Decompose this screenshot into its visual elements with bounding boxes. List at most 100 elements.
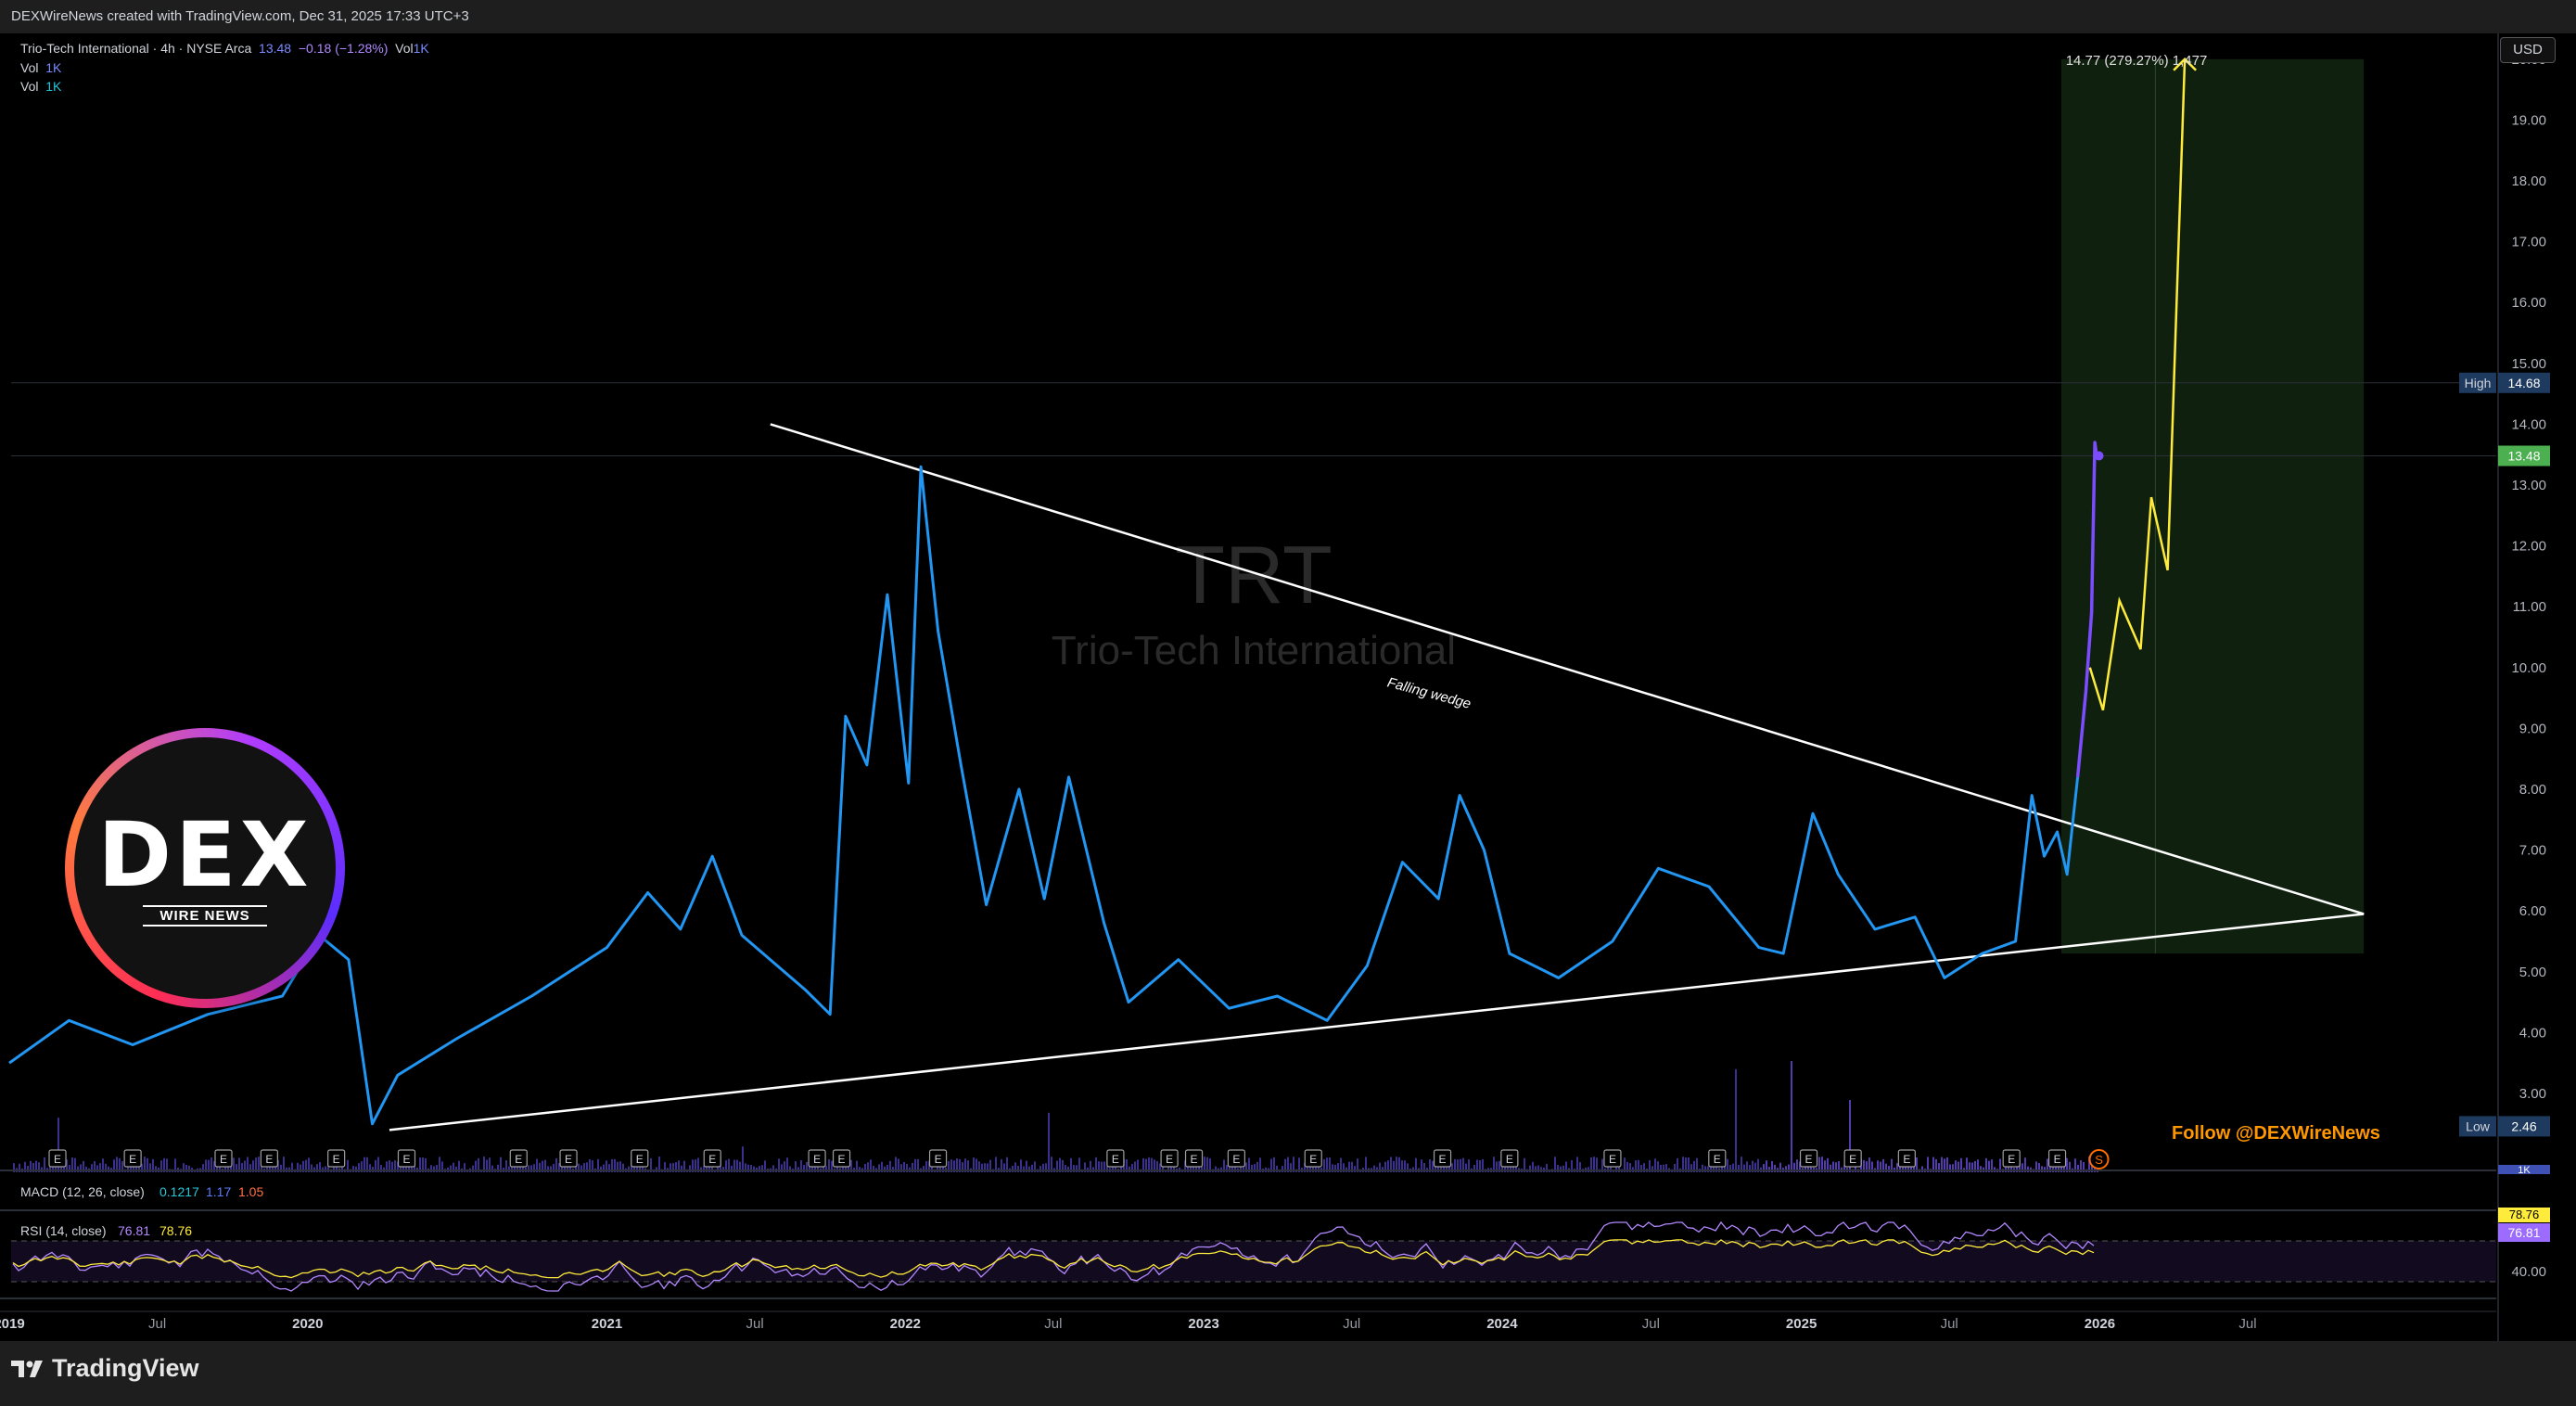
- earnings-marker[interactable]: [631, 1149, 649, 1168]
- volume-bar: [1752, 1160, 1753, 1172]
- rsi-ma-line[interactable]: [12, 1239, 2095, 1279]
- earnings-marker[interactable]: [1160, 1149, 1179, 1168]
- currency-button[interactable]: USD: [2500, 37, 2556, 63]
- projection-path[interactable]: [2088, 58, 2187, 711]
- volume-bar: [544, 1159, 546, 1172]
- earnings-marker[interactable]: [2047, 1149, 2067, 1168]
- earnings-marker[interactable]: [1843, 1149, 1862, 1168]
- earnings-marker[interactable]: [1433, 1149, 1452, 1168]
- volume-bar: [825, 1166, 827, 1172]
- falling-wedge-label: Falling wedge: [1385, 674, 1473, 711]
- volume-bar: [1896, 1163, 1898, 1172]
- earnings-marker[interactable]: [1304, 1149, 1322, 1168]
- volume-bar: [274, 1163, 276, 1172]
- volume-bar: [555, 1157, 557, 1172]
- volume-bar: [1971, 1162, 1973, 1172]
- volume-bar: [511, 1165, 513, 1172]
- earnings-marker[interactable]: [327, 1149, 346, 1168]
- earnings-marker[interactable]: [123, 1149, 142, 1168]
- volume-bar: [1866, 1161, 1868, 1172]
- volume-bar: [291, 1162, 293, 1172]
- volume-bar: [2038, 1163, 2040, 1172]
- earnings-marker[interactable]: [48, 1149, 67, 1168]
- volume-bar: [1590, 1157, 1592, 1172]
- earnings-marker[interactable]: [1603, 1149, 1622, 1168]
- price-line[interactable]: [8, 465, 2080, 1126]
- earnings-marker[interactable]: [559, 1149, 578, 1168]
- volume-bar: [2058, 1165, 2060, 1172]
- volume-bar: [1991, 1159, 1993, 1172]
- volume-bar: [1173, 1166, 1175, 1172]
- earnings-marker[interactable]: [1106, 1149, 1125, 1168]
- earnings-marker[interactable]: [1500, 1149, 1519, 1168]
- volume-bar: [1343, 1163, 1345, 1172]
- volume-bar: [753, 1166, 755, 1172]
- volume-bar: [414, 1164, 415, 1172]
- earnings-marker[interactable]: [509, 1149, 528, 1168]
- volume-bar: [500, 1157, 502, 1172]
- volume-bar: [1421, 1159, 1422, 1172]
- earnings-marker[interactable]: [260, 1149, 278, 1168]
- volume-bar: [1479, 1159, 1481, 1172]
- volume-bar: [1693, 1160, 1695, 1172]
- earnings-marker-label: E: [333, 1153, 340, 1166]
- volume-bar: [66, 1159, 68, 1172]
- tradingview-logo[interactable]: TradingView: [11, 1354, 199, 1383]
- volume-bar: [953, 1160, 955, 1172]
- volume-bar: [1048, 1112, 1050, 1172]
- wedge-upper-line[interactable]: [770, 423, 2365, 915]
- symbol-legend[interactable]: Trio-Tech International · 4h · NYSE Arca…: [20, 41, 429, 56]
- time-axis-tick: 2026: [2085, 1316, 2115, 1332]
- volume-bar: [1660, 1164, 1662, 1172]
- volume-bar: [1215, 1166, 1217, 1172]
- volume-bar: [1090, 1160, 1091, 1172]
- earnings-marker[interactable]: [808, 1149, 826, 1168]
- volume-bar: [1223, 1159, 1225, 1172]
- volume-bar: [1415, 1157, 1417, 1172]
- earnings-marker[interactable]: [397, 1149, 416, 1168]
- volume-bar: [981, 1163, 983, 1172]
- volume-bar: [1334, 1164, 1336, 1172]
- volume-bar: [1259, 1157, 1261, 1172]
- volume-bar: [1888, 1166, 1890, 1172]
- earnings-marker[interactable]: [1897, 1149, 1916, 1168]
- volume-bar: [305, 1159, 307, 1172]
- volume-bar: [736, 1159, 738, 1172]
- earnings-marker-label: E: [1609, 1153, 1616, 1166]
- volume-bar: [1944, 1158, 1945, 1172]
- earnings-marker[interactable]: [214, 1149, 233, 1168]
- volume-bar: [1827, 1157, 1829, 1172]
- volume-bar: [1960, 1157, 1962, 1172]
- volume-bar: [800, 1160, 802, 1172]
- volume-bar: [1462, 1157, 1464, 1172]
- time-axis-tick: Jul: [1941, 1316, 1958, 1332]
- earnings-marker[interactable]: [1184, 1149, 1204, 1168]
- earnings-marker[interactable]: [1799, 1149, 1818, 1168]
- earnings-marker[interactable]: [2002, 1149, 2021, 1168]
- volume-bar: [325, 1166, 326, 1172]
- price-axis-tick: 10.00: [2511, 660, 2546, 676]
- volume-bar: [575, 1166, 577, 1172]
- earnings-marker[interactable]: [703, 1149, 721, 1168]
- dividend-marker[interactable]: [2088, 1149, 2110, 1170]
- volume-bar: [1810, 1163, 1812, 1172]
- volume-bar: [580, 1165, 582, 1172]
- vol-legend-1[interactable]: Vol 1K: [20, 60, 61, 75]
- earnings-marker[interactable]: [1227, 1149, 1245, 1168]
- earnings-marker-label: E: [1849, 1153, 1856, 1166]
- volume-bar: [873, 1165, 874, 1172]
- volume-bar: [1512, 1166, 1514, 1172]
- volume-bar: [280, 1164, 282, 1172]
- earnings-marker[interactable]: [1708, 1149, 1727, 1168]
- wedge-lower-line[interactable]: [389, 913, 2365, 1131]
- price-axis-tick: 16.00: [2511, 295, 2546, 311]
- volume-bar: [1955, 1160, 1957, 1172]
- volume-bar: [895, 1157, 897, 1172]
- vol-legend-2[interactable]: Vol 1K: [20, 79, 61, 94]
- volume-bar: [1977, 1159, 1979, 1172]
- volume-bar: [160, 1160, 162, 1172]
- volume-bar: [397, 1161, 399, 1172]
- earnings-marker[interactable]: [832, 1149, 851, 1168]
- earnings-marker[interactable]: [928, 1149, 948, 1168]
